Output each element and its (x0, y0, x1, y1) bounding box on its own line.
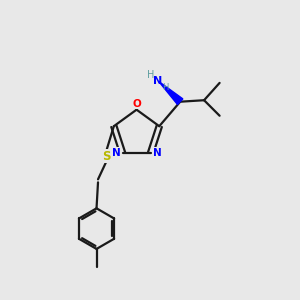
Text: N: N (153, 148, 161, 158)
Text: S: S (102, 150, 111, 163)
Text: N: N (112, 148, 120, 158)
Text: O: O (133, 99, 142, 109)
Text: N: N (153, 76, 162, 86)
Text: H: H (162, 83, 168, 92)
Text: H: H (147, 70, 154, 80)
Polygon shape (159, 81, 183, 104)
